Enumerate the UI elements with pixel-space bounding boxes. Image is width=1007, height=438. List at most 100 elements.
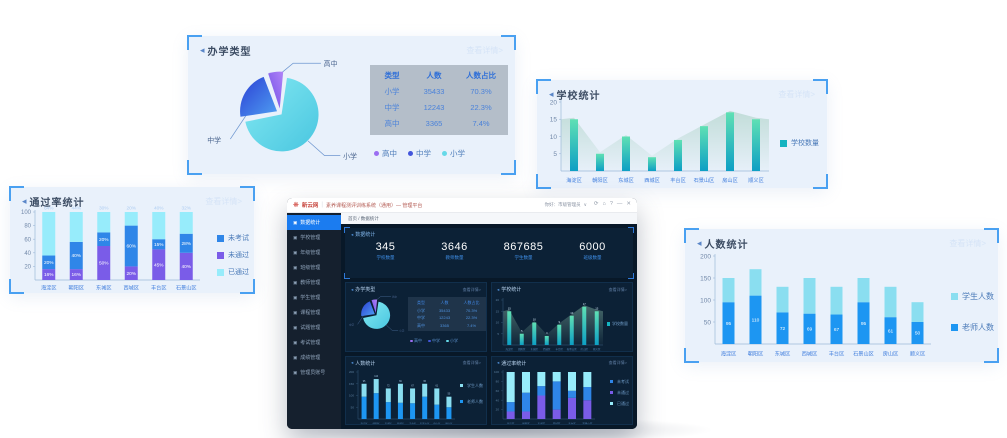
y-tick-label: 200 — [349, 370, 354, 374]
menu-icon: ▣ — [293, 279, 298, 285]
bar-value-label: 10 — [533, 318, 537, 322]
panel-title-marker-icon: ◂ — [697, 238, 702, 248]
home-icon[interactable]: ⌂ — [602, 201, 606, 208]
pie-slice — [268, 71, 284, 109]
stat-teachers: 3646 教师数量 — [420, 241, 489, 261]
sidebar-item[interactable]: ▣ 成绩管理 — [287, 350, 341, 365]
view-details-link[interactable]: 查看详情> — [949, 239, 986, 248]
x-axis-label: 丰台区 — [670, 176, 686, 184]
segment-label: 69 — [807, 327, 813, 333]
breadcrumb[interactable]: 首页 / 数据统计 — [341, 213, 637, 224]
menu-icon: ▣ — [293, 294, 298, 300]
close-icon[interactable]: ✕ — [626, 201, 631, 208]
sidebar-item[interactable]: ▣ 数据统计 — [287, 215, 341, 230]
corner-bracket — [627, 282, 632, 288]
chevron-down-icon[interactable]: ∨ — [583, 202, 587, 207]
pie-slice — [240, 76, 278, 117]
sidebar-item-label: 成绩管理 — [300, 355, 321, 361]
bar — [519, 333, 524, 345]
sidebar-item[interactable]: ▣ 学生管理 — [287, 290, 341, 305]
user-greeting[interactable]: 你好：市级管理员 — [544, 202, 581, 207]
bar-top-label: 32% — [181, 206, 191, 212]
cell-pct: 70.3% — [470, 87, 492, 96]
view-details-link[interactable]: 查看详情> — [462, 286, 481, 292]
bar-segment — [446, 396, 452, 407]
x-axis-label: 海淀区 — [507, 421, 515, 425]
sidebar-item[interactable]: ▣ 学校管理 — [287, 230, 341, 245]
view-details-link[interactable]: 查看详情> — [778, 90, 815, 99]
table-cell: 人数占比 — [463, 300, 480, 305]
segment-label: 67 — [834, 327, 840, 333]
pie-label: 高中 — [392, 294, 398, 298]
bar-segment — [552, 371, 561, 381]
bar-segment — [124, 212, 138, 226]
x-axis-label: 顺义区 — [445, 421, 453, 425]
legend-label: 学生人数 — [467, 382, 483, 388]
sidebar-item[interactable]: ▣ 考试管理 — [287, 335, 341, 350]
sidebar-item[interactable]: ▣ 教师管理 — [287, 275, 341, 290]
bar-value-label: 9 — [558, 320, 560, 324]
sidebar-item[interactable]: ▣ 班级管理 — [287, 260, 341, 275]
refresh-icon[interactable]: ⟳ — [593, 201, 599, 208]
sidebar-item[interactable]: ▣ 管理员账号 — [287, 365, 341, 380]
panel-header: ◂ 人数统计 查看详情> — [346, 357, 486, 367]
bar-segment — [857, 278, 870, 303]
sidebar-item-label: 年级管理 — [300, 250, 321, 256]
sidebar-item[interactable]: ▣ 试题管理 — [287, 320, 341, 335]
sidebar-item[interactable]: ▣ 课程管理 — [287, 305, 341, 320]
panel-title: 人数统计 — [355, 360, 376, 367]
bar-segment — [522, 392, 530, 411]
legend-swatch-icon — [217, 251, 224, 259]
stat-value: 867685 — [503, 241, 544, 253]
panel-title-marker-icon: ◂ — [497, 360, 500, 365]
chart-legend: 未考试 未通过 已通过 — [217, 233, 249, 277]
bar — [544, 336, 549, 345]
x-axis-label: 西城区 — [123, 285, 139, 292]
legend-item: 小学 — [446, 338, 458, 344]
view-details-link[interactable]: 查看详情> — [462, 360, 481, 365]
legend-item: 未考试 — [609, 379, 629, 385]
y-tick-label: 20 — [496, 407, 500, 411]
table-cell: 70.3% — [465, 307, 478, 313]
school-type-table: 类型 人数 人数占比 小学 35433 70.3% 中学 12243 22.3%… — [370, 65, 508, 135]
floating-panel-school-stats: ◂ 学校统计 查看详情> 5 10 15 20 海淀区 朝阳区 东城区 西城区 丰台区 石景山区房… — [536, 79, 828, 189]
y-tick-label: 15 — [496, 309, 500, 313]
panel-header: ◂ 通过率统计 查看详情> — [492, 357, 632, 367]
minimize-icon[interactable]: — — [616, 201, 623, 208]
legend-item: 中学 — [408, 148, 431, 159]
view-details-link[interactable]: 查看详情> — [608, 360, 627, 365]
bar — [726, 112, 734, 171]
stat-label: 学生数量 — [514, 255, 533, 260]
pie-slice — [371, 299, 378, 314]
segment-label: 60% — [126, 244, 136, 250]
stats-row: 345 学校数量 3646 教师数量 867685 学生数量 6000 班级数量 — [351, 241, 627, 261]
bar — [594, 311, 599, 345]
bar-segment — [583, 371, 592, 387]
view-details-link[interactable]: 查看详情> — [205, 197, 242, 206]
breadcrumb-text: 首页 / 数据统计 — [348, 215, 379, 221]
bar-segment — [152, 212, 166, 240]
stat-label: 学校数量 — [376, 255, 395, 260]
bar — [569, 315, 574, 345]
legend-swatch-icon — [609, 390, 613, 395]
x-axis-label: 石景山区 — [582, 421, 593, 425]
cell-pct: 7.4% — [472, 119, 490, 128]
sidebar-item[interactable]: ▣ 年级管理 — [287, 245, 341, 260]
panel-header: ◂ 办学类型 查看详情> — [188, 36, 515, 58]
corner-bracket — [628, 227, 634, 233]
y-tick-label: 60 — [496, 388, 500, 392]
panel-title: 通过率统计 — [29, 198, 85, 209]
legend-label: 未考试 — [228, 235, 249, 242]
mini-panel-school-type: ◂ 办学类型 查看详情> 高中 中学 — [345, 282, 487, 352]
bar-top-label: 72 — [387, 384, 390, 387]
bar-segment — [911, 322, 924, 344]
bar-segment — [434, 404, 440, 419]
view-details-link[interactable]: 查看详情> — [466, 46, 503, 55]
view-details-link[interactable]: 查看详情> — [608, 286, 627, 292]
corner-bracket — [813, 174, 828, 189]
bar — [752, 119, 760, 171]
help-icon[interactable]: ? — [609, 201, 613, 208]
window-title: 素养课程测评训练系统（通用）— 管理平台 — [325, 202, 423, 209]
sidebar-item-label: 班级管理 — [300, 265, 321, 271]
stat-value: 6000 — [579, 241, 606, 253]
